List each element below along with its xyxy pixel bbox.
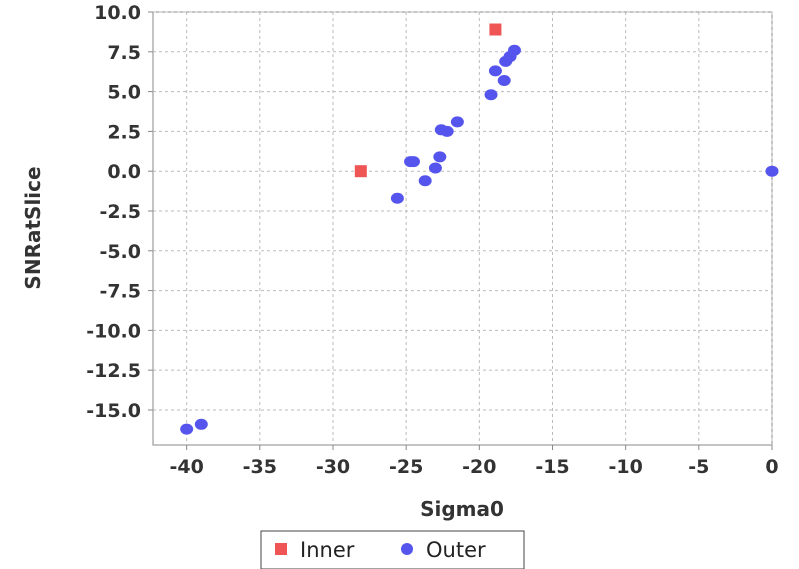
data-point-outer: [484, 89, 498, 101]
legend-box: [260, 530, 525, 569]
data-point-outer: [390, 192, 404, 204]
data-point-outer: [433, 151, 447, 163]
x-tick-label: -15: [535, 456, 569, 478]
y-tick-label: 7.5: [107, 42, 141, 64]
y-tick-label: -15.0: [86, 400, 141, 422]
y-tick-label: 10.0: [94, 2, 141, 24]
legend-marker-inner: [275, 543, 287, 555]
y-tick-label: 5.0: [107, 82, 141, 104]
legend-label-outer: Outer: [426, 538, 486, 562]
x-axis-ticks: -40 -35 -30 -25 -20 -15 -10 -5 0: [169, 445, 779, 478]
y-tick-label: -10.0: [86, 320, 141, 342]
legend: Inner Outer: [260, 530, 525, 569]
data-point-outer: [418, 175, 432, 187]
y-tick-label: -5.0: [99, 241, 141, 263]
data-point-outer: [488, 65, 502, 77]
data-points: [180, 23, 779, 435]
data-point-outer: [765, 165, 779, 177]
data-point-inner: [354, 165, 367, 178]
grid-lines: [153, 11, 773, 445]
x-tick-label: -10: [609, 456, 643, 478]
data-point-outer: [180, 423, 194, 435]
x-tick-label: -20: [462, 456, 496, 478]
y-tick-label: -7.5: [99, 281, 141, 303]
data-point-outer: [440, 125, 454, 137]
data-point-outer: [497, 74, 511, 86]
data-point-outer: [507, 44, 521, 56]
y-tick-label: -12.5: [86, 360, 141, 382]
y-tick-label: 0.0: [107, 161, 141, 183]
x-axis-label: Sigma0: [420, 497, 504, 521]
data-point-outer: [428, 162, 442, 174]
data-point-outer: [194, 418, 208, 430]
y-axis-ticks: 10.0 7.5 5.0 2.5 0.0 -2.5 -5.0 -7.5 -10.0 -12.5 -1…: [86, 2, 153, 422]
x-tick-label: -40: [169, 456, 203, 478]
legend-label-inner: Inner: [300, 538, 355, 562]
x-tick-label: 0: [765, 456, 778, 478]
y-tick-label: -2.5: [99, 201, 141, 223]
data-point-inner: [489, 23, 502, 36]
data-point-outer: [450, 116, 464, 128]
y-axis-label: SNRatSlice: [21, 166, 45, 289]
y-tick-label: 2.5: [107, 121, 141, 143]
x-tick-label: -30: [316, 456, 350, 478]
data-point-outer: [406, 156, 420, 168]
x-tick-label: -5: [688, 456, 709, 478]
legend-marker-outer: [401, 543, 413, 555]
x-tick-label: -35: [243, 456, 277, 478]
x-tick-label: -25: [389, 456, 423, 478]
plot-background: [152, 11, 773, 446]
